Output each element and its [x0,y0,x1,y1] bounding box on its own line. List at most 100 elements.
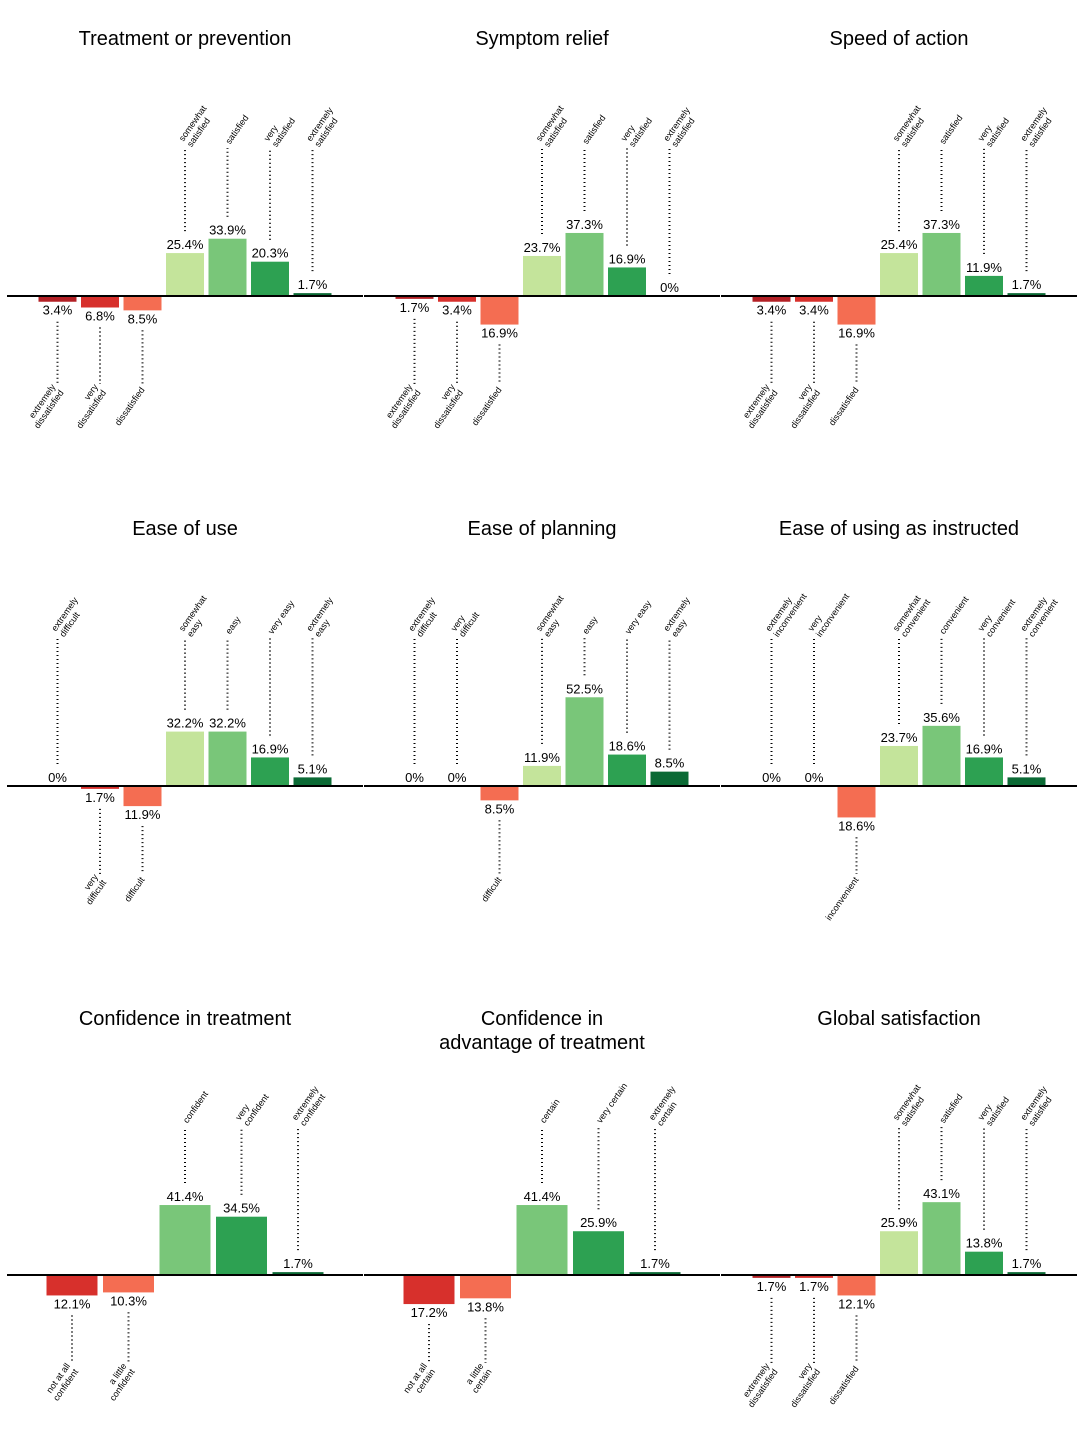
chart-title: advantage of treatment [439,1032,645,1054]
value-label: 8.5% [128,311,158,326]
category-label: somewhatsatisfied [534,103,574,148]
bar [272,1272,324,1275]
category-label: satisfied [580,113,607,146]
category-label: veryinconvenient [806,585,852,638]
value-label: 32.2% [209,716,246,731]
bar [523,255,561,296]
category-label: easy [580,614,599,636]
value-label: 3.4% [442,303,472,318]
category-label: extremelycertain [647,1084,686,1128]
value-label: 13.8% [467,1299,504,1314]
category-label-line: very easy [623,598,654,636]
bar [1007,293,1046,296]
bar [123,786,162,807]
bar [208,731,247,786]
value-label: 18.6% [838,818,875,833]
category-label: very easy [623,598,654,636]
category-label: verysatisfied [976,110,1011,149]
chart-panel-1: Treatment or prevention 3.4% extremelydiss… [7,28,363,430]
bar [208,238,247,296]
bar [565,697,604,786]
category-label: extremelysatisfied [1018,1084,1057,1128]
category-label: verydifficult [449,604,482,639]
category-label: extremelydissatisfied [738,382,780,430]
bar [123,296,162,311]
category-label: satisfied [937,1092,964,1125]
category-label: extremelydissatisfied [24,382,66,430]
value-label: 25.9% [881,1215,918,1230]
category-label: very easy [266,598,297,636]
category-label-line: dissatisfied [827,1364,861,1406]
value-label: 0% [805,770,824,785]
category-label: extremelydissatisfied [381,382,423,430]
bar [965,1251,1003,1275]
category-label: confident [181,1089,210,1125]
value-label: 12.1% [54,1296,91,1311]
value-label: 16.9% [966,741,1003,756]
category-label: dissatisfied [470,385,504,427]
chart-panel-6: Ease of using as instructed 0% extremelyin… [721,518,1077,922]
chart-panel-7: Confidence in treatment 12.1% not at allco… [7,1008,363,1403]
bar [38,296,77,302]
bar [460,1275,511,1299]
bar [880,1231,918,1275]
bar [565,232,604,296]
category-label: not at allcertain [401,1361,437,1400]
category-label: difficult [122,875,146,904]
bar [837,1275,876,1296]
value-label: 25.4% [167,237,204,252]
bar [251,261,289,296]
value-label: 33.9% [209,223,246,238]
chart-panel-9: Global satisfaction 1.7% extremelydissatis… [721,1008,1077,1409]
category-label: dissatisfied [827,1364,861,1406]
value-label: 11.9% [524,750,560,765]
value-label: 16.9% [481,326,518,341]
bar [837,786,876,818]
value-label: 17.2% [411,1305,448,1320]
bar [880,253,918,296]
bar [438,296,476,302]
value-label: 16.9% [609,251,646,266]
category-label: dissatisfied [113,385,147,427]
value-label: 16.9% [838,326,875,341]
value-label: 1.7% [1012,277,1042,292]
value-label: 11.9% [125,807,161,822]
value-label: 13.8% [966,1236,1003,1251]
bar [1007,777,1046,786]
category-label: verydissatisfied [780,382,822,430]
category-label: verysatisfied [619,110,654,149]
chart-title: Confidence in treatment [79,1008,292,1030]
category-label: easy [223,614,242,636]
value-label: 25.4% [881,237,918,252]
category-label: dissatisfied [827,385,861,427]
bar [293,293,332,296]
bar [395,296,434,299]
category-label: extremelyeasy [661,595,700,639]
bar [403,1275,455,1305]
category-label: not at allconfident [43,1361,81,1403]
value-label: 0% [762,770,781,785]
value-label: 8.5% [655,756,685,771]
value-label: 16.9% [252,741,289,756]
chart-title: Confidence in [481,1008,603,1030]
category-label: veryconfident [233,1086,271,1128]
category-label: veryconvenient [976,591,1018,639]
category-label-line: satisfied [223,113,250,146]
value-label: 18.6% [609,739,646,754]
category-label: somewhateasy [534,593,574,638]
bar [629,1272,681,1275]
bar [573,1231,624,1275]
bar [81,296,119,308]
value-label: 0% [405,770,424,785]
category-label: verysatisfied [976,1089,1011,1128]
value-label: 41.4% [167,1189,204,1204]
category-label: extremelydifficult [49,595,88,639]
value-label: 1.7% [799,1279,829,1294]
bar [523,765,561,786]
value-label: 52.5% [566,681,603,696]
value-label: 5.1% [298,761,328,776]
value-label: 0% [448,770,467,785]
bar [216,1216,267,1275]
value-label: 6.8% [85,308,115,323]
category-label: very certain [594,1081,629,1125]
